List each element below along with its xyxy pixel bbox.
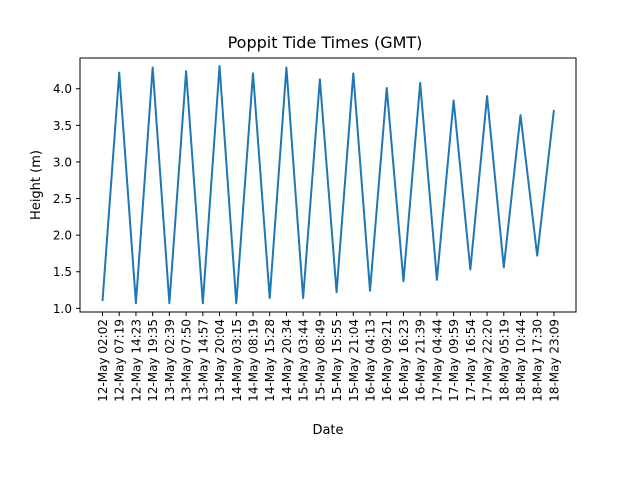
- x-tick-label: 13-May 20:04: [213, 319, 227, 402]
- x-tick-label: 12-May 07:19: [113, 319, 127, 402]
- x-tick-label: 14-May 08:19: [246, 319, 260, 402]
- x-tick-label: 17-May 04:44: [430, 319, 444, 402]
- x-tick-label: 12-May 14:23: [129, 319, 143, 402]
- x-tick-label: 18-May 05:19: [497, 319, 511, 402]
- y-axis-label: Height (m): [29, 150, 44, 220]
- y-axis-ticks: 1.0 1.5 2.0 2.5 3.0 3.5 4.0: [53, 82, 80, 316]
- x-tick-label: 18-May 10:44: [514, 319, 528, 402]
- x-tick-label: 13-May 02:39: [163, 319, 177, 402]
- x-tick-label: 16-May 21:39: [414, 319, 428, 402]
- y-tick-label: 1.0: [53, 302, 72, 316]
- x-tick-label: 16-May 16:23: [397, 319, 411, 402]
- x-tick-label: 16-May 04:13: [364, 319, 378, 402]
- x-tick-label: 13-May 14:57: [196, 319, 210, 402]
- plot-frame: [79, 57, 577, 313]
- x-axis-label: Date: [312, 423, 343, 438]
- x-tick-label: 17-May 22:20: [481, 319, 495, 402]
- x-tick-label: 15-May 08:49: [313, 319, 327, 402]
- y-tick-label: 3.0: [53, 155, 72, 169]
- y-tick-label: 4.0: [53, 82, 72, 96]
- x-tick-label: 18-May 17:30: [531, 319, 545, 402]
- x-tick-label: 15-May 15:55: [330, 319, 344, 402]
- x-tick-label: 14-May 20:34: [280, 319, 294, 402]
- x-tick-label: 15-May 21:04: [347, 319, 361, 402]
- x-tick-label: 14-May 15:28: [263, 319, 277, 402]
- chart-title: Poppit Tide Times (GMT): [228, 33, 423, 52]
- x-tick-label: 12-May 19:35: [146, 319, 160, 402]
- y-tick-label: 3.5: [53, 119, 72, 133]
- x-tick-label: 14-May 03:15: [230, 319, 244, 402]
- y-tick-label: 1.5: [53, 265, 72, 279]
- y-tick-label: 2.5: [53, 192, 72, 206]
- x-tick-label: 17-May 09:59: [447, 319, 461, 402]
- x-tick-label: 13-May 07:50: [180, 319, 194, 402]
- x-tick-label: 16-May 09:21: [380, 319, 394, 402]
- y-tick-label: 2.0: [53, 229, 72, 243]
- x-tick-label: 17-May 16:54: [464, 319, 478, 402]
- x-tick-label: 12-May 02:02: [96, 319, 110, 402]
- tide-height-line: [101, 65, 555, 305]
- x-axis-ticks: 12-May 02:02 12-May 07:19 12-May 14:23 12-M…: [96, 312, 561, 402]
- x-tick-label: 18-May 23:09: [547, 319, 561, 402]
- x-tick-label: 15-May 03:44: [297, 319, 311, 402]
